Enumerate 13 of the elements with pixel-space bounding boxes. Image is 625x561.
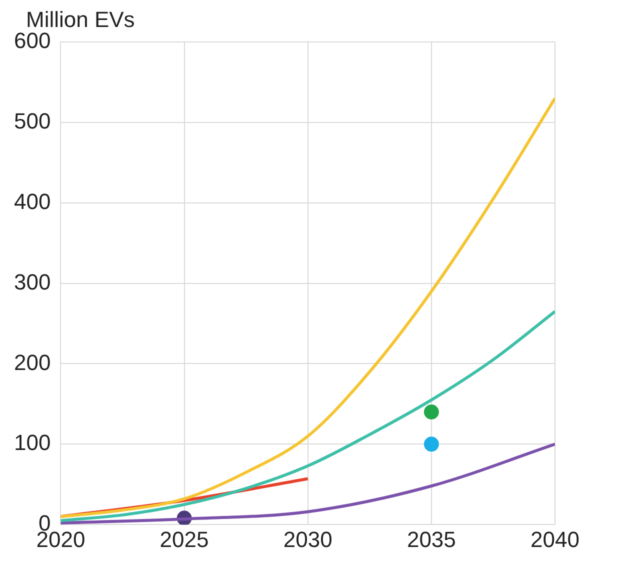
x-tick-label: 2035	[406, 526, 456, 552]
point	[424, 436, 439, 452]
y-tick-label: 100	[14, 430, 51, 456]
line-series	[60, 96, 555, 518]
y-tick-label: 300	[14, 269, 51, 294]
x-tick-label: 2040	[530, 526, 580, 552]
y-tick-label: 200	[14, 350, 51, 375]
point	[424, 404, 439, 420]
line-series	[60, 310, 555, 522]
y-tick-label: 400	[14, 188, 51, 214]
x-tick-label: 2030	[283, 526, 332, 552]
x-tick-label: 2025	[160, 526, 209, 552]
y-tick-label: 500	[14, 108, 51, 134]
